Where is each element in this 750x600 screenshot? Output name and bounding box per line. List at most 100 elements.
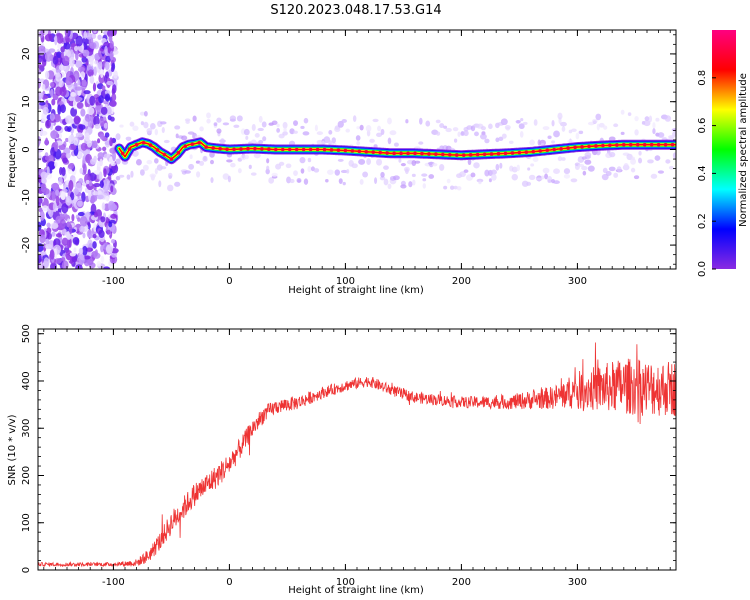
halo-blob: [540, 143, 545, 147]
noise-blob: [106, 229, 111, 235]
halo-blob: [237, 168, 242, 174]
halo-blob: [533, 119, 538, 126]
halo-blob: [634, 116, 639, 122]
noise-blob: [38, 101, 46, 106]
noise-blob: [77, 66, 85, 73]
noise-blob: [41, 83, 46, 90]
ridge-peak: [280, 147, 285, 152]
noise-blob: [49, 81, 55, 88]
x-tick-label: 100: [336, 276, 355, 287]
noise-blob: [60, 46, 65, 53]
noise-blob: [51, 231, 56, 237]
halo-blob: [356, 126, 360, 130]
halo-blob: [542, 126, 550, 131]
halo-blob: [547, 135, 552, 139]
ridge-peak: [545, 148, 550, 153]
halo-blob: [584, 159, 592, 165]
noise-blob: [89, 95, 96, 106]
noise-blob: [75, 132, 84, 138]
halo-blob: [627, 112, 632, 117]
noise-blob: [61, 203, 69, 214]
ridge-peak: [148, 143, 153, 147]
ridge-peak: [308, 147, 313, 152]
ridge-peak: [649, 142, 654, 147]
noise-blob: [43, 257, 50, 269]
halo-blob: [282, 131, 288, 136]
noise-blob: [82, 232, 86, 239]
halo-blob: [156, 164, 163, 171]
noise-blob: [88, 180, 93, 187]
y-tick-label: 500: [21, 324, 32, 343]
ridge-peak: [371, 150, 376, 154]
halo-blob: [603, 125, 608, 130]
halo-blob: [535, 177, 543, 181]
halo-blob: [146, 159, 153, 165]
ridge-peak: [294, 147, 299, 152]
ridge-peak: [169, 157, 174, 161]
ridge-peak: [127, 147, 132, 151]
noise-blob: [100, 216, 106, 223]
halo-blob: [158, 180, 162, 188]
halo-blob: [132, 125, 139, 131]
noise-blob: [71, 213, 75, 222]
halo-blob: [338, 178, 343, 184]
halo-blob: [285, 163, 292, 169]
ridge-peak: [218, 146, 222, 151]
halo-blob: [126, 174, 131, 180]
noise-blob: [82, 245, 88, 256]
halo-blob: [143, 110, 148, 117]
noise-blob: [89, 172, 97, 182]
ridge-peak: [524, 150, 529, 154]
halo-blob: [643, 120, 651, 127]
halo-blob: [389, 130, 397, 136]
halo-blob: [341, 118, 347, 123]
ridge-peak: [232, 147, 236, 152]
halo-blob: [647, 159, 654, 164]
noise-blob: [96, 260, 102, 267]
noise-blob: [105, 93, 111, 102]
ridge-peak: [573, 145, 577, 150]
snr-x-label: Height of straight line (km): [288, 585, 424, 596]
halo-blob: [380, 171, 385, 178]
noise-blob: [65, 152, 71, 159]
noise-blob: [49, 113, 56, 121]
halo-blob: [631, 156, 635, 161]
noise-blob: [107, 30, 114, 38]
halo-blob: [314, 124, 318, 132]
halo-blob: [187, 131, 195, 135]
noise-blob: [96, 138, 101, 144]
halo-blob: [432, 163, 438, 167]
noise-blob: [38, 53, 43, 64]
halo-blob: [119, 124, 124, 128]
halo-blob: [581, 166, 588, 171]
halo-blob: [553, 130, 560, 138]
snr-frame: [37, 328, 677, 571]
halo-blob: [398, 157, 402, 163]
halo-blob: [383, 165, 389, 170]
halo-blob: [571, 128, 577, 133]
noise-blob: [90, 195, 98, 202]
halo-blob: [303, 178, 309, 185]
halo-blob: [303, 117, 309, 124]
noise-blob: [70, 107, 78, 117]
noise-blob: [57, 104, 62, 115]
halo-blob: [340, 169, 348, 174]
noise-blob: [38, 155, 42, 162]
noise-blob: [45, 70, 50, 80]
y-tick-label: -10: [21, 189, 32, 205]
halo-blob: [521, 180, 529, 187]
halo-blob: [184, 170, 192, 174]
halo-blob: [161, 126, 165, 134]
noise-blob: [38, 136, 41, 147]
halo-blob: [584, 152, 592, 158]
ridge-peak: [496, 151, 501, 156]
halo-blob: [473, 162, 480, 169]
noise-blob: [103, 178, 111, 186]
halo-blob: [602, 167, 608, 174]
halo-blob: [638, 157, 643, 164]
noise-blob: [56, 32, 64, 44]
halo-blob: [591, 118, 598, 124]
noise-blob: [46, 222, 51, 228]
noise-blob: [69, 56, 75, 68]
ridge-peak: [155, 148, 160, 152]
